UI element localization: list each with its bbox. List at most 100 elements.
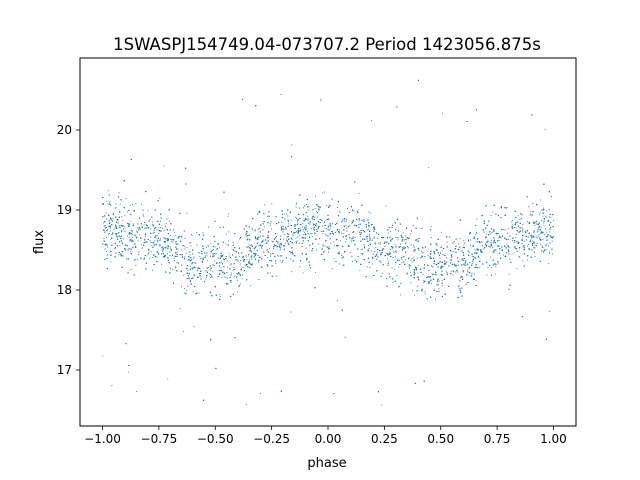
data-point: [312, 223, 314, 225]
data-point: [183, 274, 185, 276]
data-point: [290, 219, 292, 221]
data-point: [132, 233, 134, 235]
data-point: [214, 246, 216, 248]
data-point: [288, 223, 290, 225]
data-point: [226, 260, 228, 262]
data-point: [193, 258, 195, 260]
data-point: [283, 213, 285, 215]
data-point: [187, 270, 189, 272]
data-point: [481, 241, 483, 243]
data-point: [295, 206, 297, 208]
data-point: [340, 254, 343, 256]
data-point: [165, 222, 167, 225]
data-point: [386, 258, 388, 260]
data-point: [193, 256, 195, 258]
data-point: [549, 234, 551, 237]
data-point: [436, 284, 438, 286]
data-point: [371, 120, 373, 122]
data-point: [189, 254, 191, 256]
data-point: [462, 246, 464, 249]
data-point: [410, 282, 412, 284]
data-point: [511, 219, 513, 221]
data-point: [442, 265, 444, 267]
data-point: [403, 246, 405, 248]
data-point: [339, 239, 341, 241]
data-point: [486, 274, 488, 276]
data-point: [135, 203, 137, 205]
data-point: [314, 224, 317, 227]
data-point: [275, 262, 277, 264]
data-point: [238, 286, 240, 288]
data-point: [189, 280, 191, 282]
data-point: [331, 223, 334, 225]
data-point: [113, 228, 115, 230]
data-point: [254, 230, 256, 232]
data-point: [398, 246, 400, 248]
data-point: [237, 291, 239, 293]
data-point: [295, 217, 298, 219]
data-point: [255, 245, 257, 247]
data-point: [218, 274, 220, 276]
data-point: [287, 242, 289, 244]
data-point: [177, 248, 179, 250]
data-point: [274, 244, 276, 246]
data-point: [136, 259, 138, 261]
data-point: [306, 231, 308, 233]
data-point: [358, 192, 360, 194]
data-point: [220, 267, 222, 269]
data-point: [470, 244, 472, 246]
data-point: [398, 266, 400, 268]
data-point: [422, 273, 424, 275]
data-point: [238, 273, 240, 275]
data-point: [529, 214, 531, 216]
data-point: [184, 245, 186, 247]
data-point: [180, 286, 182, 288]
data-point: [258, 227, 261, 229]
data-point: [132, 230, 134, 232]
data-point: [111, 385, 113, 387]
data-point: [264, 226, 266, 228]
data-point: [302, 228, 304, 230]
data-point: [457, 271, 459, 273]
data-point: [173, 260, 175, 262]
data-point: [468, 267, 470, 269]
data-point: [158, 227, 160, 229]
data-point: [412, 261, 414, 263]
data-points: [102, 79, 554, 406]
data-point: [106, 200, 108, 202]
data-point: [130, 221, 132, 223]
data-point: [291, 271, 293, 273]
data-point: [509, 247, 511, 249]
data-point: [250, 285, 252, 287]
data-point: [398, 259, 400, 261]
data-point: [320, 231, 322, 233]
data-point: [201, 260, 204, 262]
data-point: [219, 293, 221, 296]
data-point: [397, 239, 399, 241]
data-point: [122, 238, 124, 240]
data-point: [214, 260, 216, 262]
data-point: [273, 247, 275, 250]
data-point: [334, 232, 336, 234]
data-point: [118, 225, 121, 227]
data-point: [376, 258, 378, 260]
data-point: [424, 293, 426, 295]
data-point: [267, 240, 269, 242]
data-point: [394, 243, 396, 245]
data-point: [492, 211, 494, 213]
data-point: [404, 258, 407, 260]
data-point: [489, 246, 491, 248]
data-point: [511, 239, 513, 242]
data-point: [233, 267, 235, 269]
data-point: [112, 218, 114, 220]
data-point: [353, 231, 355, 233]
data-point: [187, 285, 189, 287]
data-point: [102, 355, 104, 357]
data-point: [159, 245, 161, 247]
data-point: [377, 237, 379, 239]
data-point: [411, 257, 413, 259]
data-point: [131, 230, 133, 232]
data-point: [295, 237, 297, 240]
data-point: [211, 270, 213, 272]
